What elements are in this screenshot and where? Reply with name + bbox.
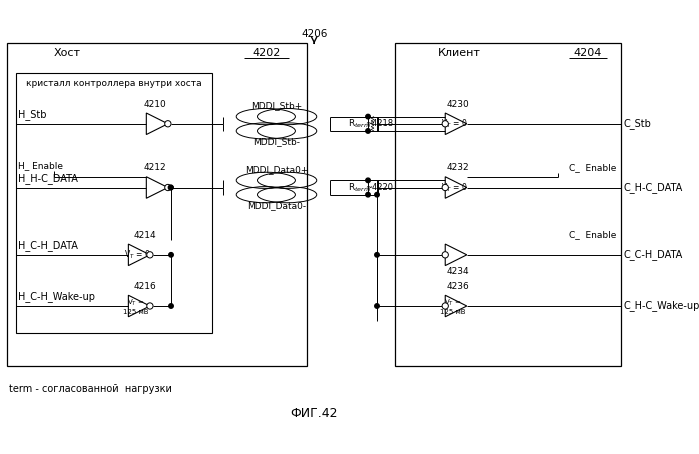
Text: ~4218: ~4218: [366, 119, 394, 128]
Circle shape: [168, 185, 173, 190]
Text: 4234: 4234: [447, 267, 469, 276]
Circle shape: [375, 252, 380, 257]
Text: MDDI_Data0+: MDDI_Data0+: [245, 165, 308, 174]
Text: 4204: 4204: [574, 48, 602, 58]
Text: H_C-H_DATA: H_C-H_DATA: [18, 240, 78, 251]
Text: ФИГ.42: ФИГ.42: [290, 407, 338, 420]
Bar: [368, 117, 378, 131]
Text: C_H-C_DATA: C_H-C_DATA: [624, 182, 683, 193]
Text: V$_T$ = 0: V$_T$ = 0: [124, 249, 150, 261]
Circle shape: [442, 252, 448, 258]
Circle shape: [147, 252, 153, 258]
Text: 4202: 4202: [252, 48, 281, 58]
Circle shape: [366, 192, 370, 197]
Text: 4230: 4230: [447, 99, 469, 109]
Text: кристалл контроллера внутри хоста: кристалл контроллера внутри хоста: [26, 79, 202, 88]
Text: term - согласованной  нагрузки: term - согласованной нагрузки: [9, 385, 172, 395]
Circle shape: [165, 121, 171, 127]
Text: 4206: 4206: [301, 29, 327, 39]
Text: Клиент: Клиент: [438, 48, 481, 58]
Circle shape: [375, 304, 380, 308]
Text: R$_{term}$: R$_{term}$: [348, 181, 371, 194]
Text: R$_{term}$: R$_{term}$: [348, 118, 371, 130]
Text: C_H-C_Wake-up: C_H-C_Wake-up: [624, 301, 699, 311]
Text: 4214: 4214: [134, 231, 156, 240]
Circle shape: [442, 184, 448, 191]
Circle shape: [168, 252, 173, 257]
Text: V$_T$ =
125 мВ: V$_T$ = 125 мВ: [123, 297, 148, 315]
Circle shape: [442, 121, 448, 127]
Text: 4216: 4216: [133, 282, 156, 291]
Text: V$_T$ = 0: V$_T$ = 0: [441, 181, 468, 194]
Circle shape: [366, 178, 370, 183]
Text: H_ Enable: H_ Enable: [18, 162, 63, 170]
Text: ~4220: ~4220: [366, 183, 394, 192]
Text: V$_T$ =
125 мВ: V$_T$ = 125 мВ: [440, 297, 465, 315]
Text: H_Stb: H_Stb: [18, 109, 46, 120]
Text: 4210: 4210: [144, 99, 166, 109]
Text: H_C-H_Wake-up: H_C-H_Wake-up: [18, 291, 95, 302]
Text: C_Stb: C_Stb: [624, 118, 651, 129]
Text: V$_T$ = 0: V$_T$ = 0: [441, 118, 468, 130]
Text: Хост: Хост: [54, 48, 81, 58]
Bar: [16, 73, 212, 333]
Text: 4212: 4212: [144, 163, 166, 172]
Text: MDDI_Stb-: MDDI_Stb-: [253, 137, 300, 146]
Bar: [368, 180, 378, 195]
Text: MDDI_Data0-: MDDI_Data0-: [247, 201, 306, 210]
Circle shape: [168, 185, 173, 190]
Circle shape: [366, 114, 370, 119]
Circle shape: [168, 304, 173, 308]
Text: 4236: 4236: [447, 282, 469, 291]
Text: C_  Enable: C_ Enable: [569, 231, 617, 240]
Text: C_  Enable: C_ Enable: [569, 163, 617, 172]
Text: C_C-H_DATA: C_C-H_DATA: [624, 249, 683, 260]
Circle shape: [442, 303, 448, 309]
Text: H_H-C_DATA: H_H-C_DATA: [18, 173, 78, 184]
Circle shape: [147, 303, 153, 309]
Circle shape: [375, 192, 380, 197]
Circle shape: [165, 184, 171, 191]
Text: 4232: 4232: [447, 163, 469, 172]
Bar: [395, 43, 621, 366]
Text: MDDI_Stb+: MDDI_Stb+: [251, 101, 302, 110]
Circle shape: [366, 128, 370, 133]
Bar: [7, 43, 307, 366]
